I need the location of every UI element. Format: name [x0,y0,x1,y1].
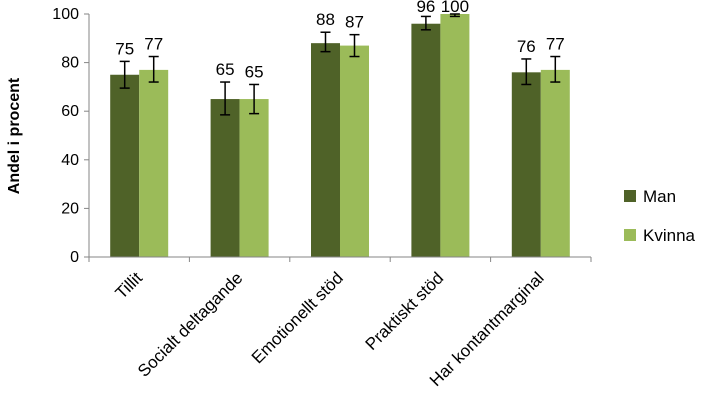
y-tick-label: 80 [61,55,79,72]
bar-kvinna [440,14,470,257]
y-tick-label: 60 [61,103,79,120]
x-category-label: Tillit [112,268,147,303]
data-label: 65 [216,60,235,79]
error-bars [119,13,561,116]
data-label: 77 [546,35,565,54]
bar-kvinna [340,45,369,258]
legend-swatch-man [624,190,636,202]
legend-label-man: Man [643,187,676,206]
data-label: 88 [316,10,335,29]
bar-man [311,43,340,257]
data-label: 65 [245,62,264,81]
data-label: 75 [115,39,134,58]
data-label: 96 [416,0,435,16]
data-label: 76 [517,37,536,56]
x-category-label: Har kontantmarginal [426,268,548,390]
y-tick-label: 0 [70,249,79,266]
data-label: 77 [144,35,163,54]
legend-label-kvinna: Kvinna [643,226,696,245]
legend: Man Kvinna [624,187,696,245]
x-category-label: Praktiskt stöd [362,268,448,354]
data-label: 87 [345,13,364,32]
bars [110,14,570,258]
x-category-label: Socialt deltagande [134,268,246,380]
data-labels: 75 77 65 65 88 87 96 100 76 77 [115,0,565,81]
bar-man [411,23,441,257]
y-tick-label: 20 [61,200,79,217]
legend-swatch-kvinna [624,229,636,241]
y-tick-label: 40 [61,152,79,169]
bar-man [110,74,140,257]
bar-man [511,72,541,257]
bar-kvinna [139,69,169,257]
bar-kvinna [540,69,570,257]
bar-kvinna [239,99,269,257]
bar-man [210,99,240,257]
x-category-label: Emotionellt stöd [248,268,347,367]
y-tick-label: 100 [52,6,79,23]
y-axis: 0 20 40 60 80 100 [52,6,90,266]
data-label: 100 [441,0,469,16]
y-axis-title: Andel i procent [6,77,23,194]
